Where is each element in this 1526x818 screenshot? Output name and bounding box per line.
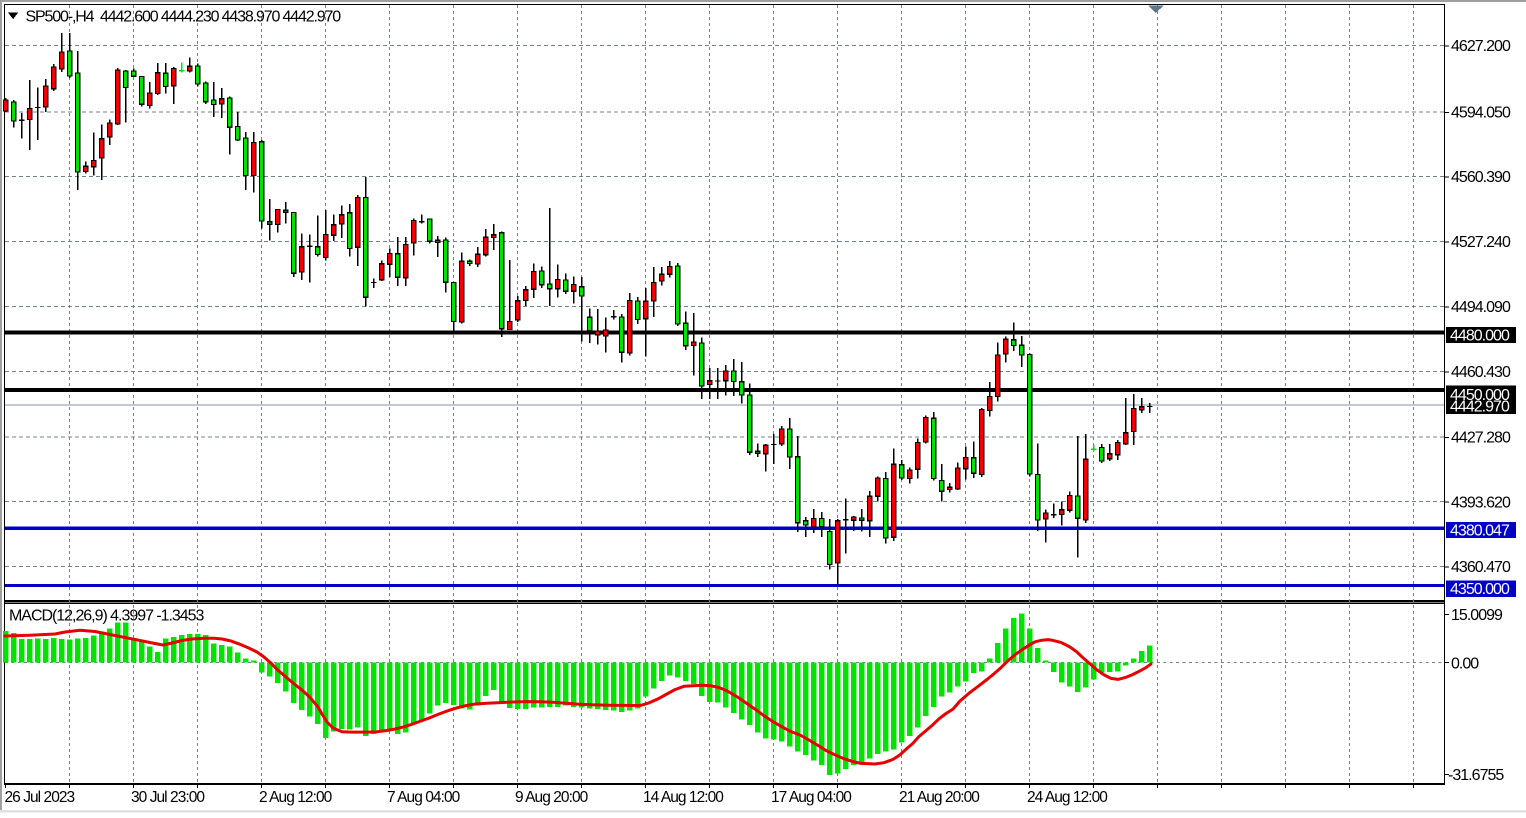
svg-text:2 Aug 12:00: 2 Aug 12:00 bbox=[259, 789, 333, 806]
svg-text:17 Aug 04:00: 17 Aug 04:00 bbox=[771, 789, 852, 806]
svg-text:4427.280: 4427.280 bbox=[1451, 430, 1511, 447]
svg-text:4393.620: 4393.620 bbox=[1451, 494, 1511, 511]
svg-text:4442.970: 4442.970 bbox=[1450, 399, 1510, 416]
svg-text:30 Jul 23:00: 30 Jul 23:00 bbox=[131, 789, 205, 806]
svg-text:MACD(12,26,9) 4.3997 -1.3453: MACD(12,26,9) 4.3997 -1.3453 bbox=[9, 608, 205, 625]
svg-text:7 Aug 04:00: 7 Aug 04:00 bbox=[387, 789, 461, 806]
svg-text:4460.430: 4460.430 bbox=[1451, 364, 1511, 381]
svg-text:4494.090: 4494.090 bbox=[1451, 299, 1511, 316]
svg-text:26 Jul 2023: 26 Jul 2023 bbox=[5, 789, 75, 806]
svg-text:4380.047: 4380.047 bbox=[1450, 523, 1510, 540]
svg-text:-31.6755: -31.6755 bbox=[1448, 767, 1504, 784]
svg-text:4360.470: 4360.470 bbox=[1451, 559, 1511, 576]
svg-text:21 Aug 20:00: 21 Aug 20:00 bbox=[899, 789, 980, 806]
svg-text:4594.050: 4594.050 bbox=[1451, 104, 1511, 121]
svg-text:0.00: 0.00 bbox=[1451, 655, 1479, 672]
svg-text:14 Aug 12:00: 14 Aug 12:00 bbox=[643, 789, 724, 806]
svg-text:24 Aug 12:00: 24 Aug 12:00 bbox=[1027, 789, 1108, 806]
svg-text:9 Aug 20:00: 9 Aug 20:00 bbox=[515, 789, 589, 806]
svg-text:15.0099: 15.0099 bbox=[1451, 607, 1503, 624]
svg-text:4350.000: 4350.000 bbox=[1450, 581, 1510, 598]
svg-text:4627.200: 4627.200 bbox=[1451, 38, 1511, 55]
svg-text:4560.390: 4560.390 bbox=[1451, 169, 1511, 186]
svg-text:4527.240: 4527.240 bbox=[1451, 234, 1511, 251]
svg-text:4480.000: 4480.000 bbox=[1450, 328, 1510, 345]
svg-text:SP500-,H4 4442.600 4444.230 4: SP500-,H4 4442.600 4444.230 4438.970 444… bbox=[26, 9, 342, 26]
svg-text:4450.000: 4450.000 bbox=[1450, 387, 1510, 404]
